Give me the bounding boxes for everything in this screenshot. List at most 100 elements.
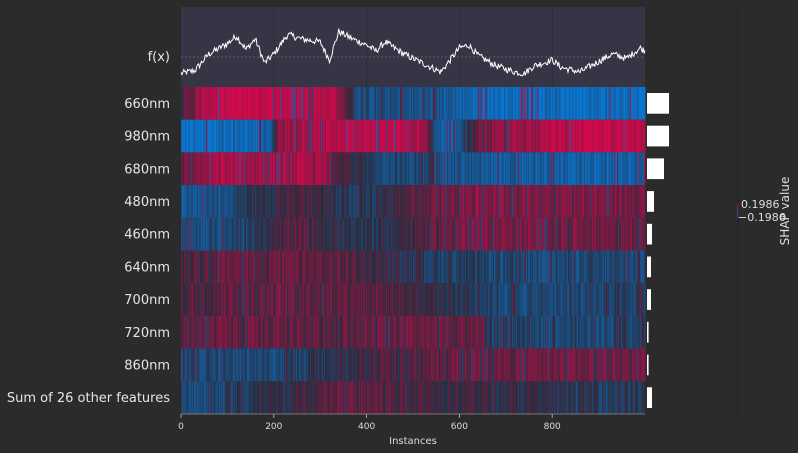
- heat-cell: [529, 185, 532, 218]
- heat-cell: [190, 315, 192, 349]
- heat-cell: [191, 185, 193, 218]
- heat-cell: [557, 283, 560, 316]
- heat-cell: [387, 283, 389, 316]
- heat-cell: [541, 217, 543, 251]
- heat-cell: [245, 152, 248, 186]
- heat-cell: [354, 250, 356, 284]
- heat-cell: [267, 185, 269, 218]
- heat-cell: [592, 119, 594, 153]
- heat-cell: [383, 315, 385, 349]
- heat-cell: [311, 381, 314, 414]
- heat-cell: [394, 381, 396, 414]
- heat-cell: [258, 283, 260, 316]
- heat-cell: [307, 348, 309, 382]
- heat-cell: [241, 87, 243, 120]
- heat-cell: [387, 315, 389, 349]
- heat-cell: [516, 283, 518, 316]
- heat-cell: [391, 152, 393, 186]
- heat-cell: [547, 119, 549, 153]
- heat-cell: [193, 348, 195, 382]
- heat-cell: [496, 185, 498, 218]
- heat-cell: [417, 217, 419, 251]
- heat-cell: [329, 348, 331, 382]
- heat-cell: [490, 185, 493, 218]
- heat-cell: [399, 87, 401, 120]
- heat-cell: [548, 381, 550, 414]
- heat-cell: [382, 217, 384, 251]
- heat-cell: [578, 283, 580, 316]
- heat-cell: [432, 283, 434, 316]
- heat-cell: [451, 315, 454, 349]
- heat-cell: [283, 348, 285, 382]
- heat-cell: [239, 283, 241, 316]
- heat-cell: [239, 119, 241, 153]
- heat-cell: [184, 283, 187, 316]
- heat-cell: [451, 348, 454, 382]
- heat-cell: [376, 315, 379, 349]
- heat-cell: [232, 283, 234, 316]
- heat-cell: [220, 87, 223, 120]
- heat-cell: [372, 381, 374, 414]
- heat-cell: [205, 348, 207, 382]
- heat-cell: [444, 185, 446, 218]
- heat-cell: [537, 217, 539, 251]
- heat-cell: [576, 283, 578, 316]
- heat-cell: [418, 152, 420, 186]
- heat-cell: [271, 348, 273, 382]
- heat-cell: [430, 250, 432, 284]
- heat-cell: [639, 185, 641, 218]
- heat-cell: [342, 152, 344, 186]
- heat-cell: [348, 381, 350, 414]
- heat-cell: [200, 152, 202, 186]
- heat-cell: [564, 315, 566, 349]
- heat-cell: [568, 119, 571, 153]
- heat-cell: [639, 348, 641, 382]
- heat-cell: [575, 119, 577, 153]
- heat-cell: [585, 283, 587, 316]
- heat-cell: [526, 381, 528, 414]
- heat-cell: [438, 315, 441, 349]
- heat-cell: [411, 283, 413, 316]
- heat-cell: [579, 152, 581, 186]
- heat-cell: [325, 381, 328, 414]
- heat-cell: [508, 381, 510, 414]
- heat-cell: [202, 250, 204, 284]
- heat-cell: [599, 217, 601, 251]
- heat-cell: [615, 381, 617, 414]
- heat-cell: [257, 185, 259, 218]
- heat-cell: [313, 87, 316, 120]
- heat-cell: [346, 283, 348, 316]
- heat-cell: [402, 217, 405, 251]
- heat-cell: [506, 250, 509, 284]
- heat-cell: [535, 185, 537, 218]
- heat-cell: [307, 152, 309, 186]
- heat-cell: [236, 217, 239, 251]
- heat-cell: [441, 87, 444, 120]
- heat-cell: [193, 315, 195, 349]
- heat-cell: [194, 119, 197, 153]
- heat-cell: [591, 152, 593, 186]
- heat-cell: [520, 315, 522, 349]
- heat-cell: [559, 283, 561, 316]
- heat-cell: [345, 348, 347, 382]
- heat-cell: [313, 119, 316, 153]
- heat-cell: [611, 87, 613, 120]
- heat-cell: [311, 152, 314, 186]
- heat-cell: [238, 381, 240, 414]
- heat-cell: [525, 283, 527, 316]
- heat-cell: [410, 283, 412, 316]
- heat-cell: [407, 217, 409, 251]
- heat-cell: [365, 152, 367, 186]
- heat-cell: [411, 217, 413, 251]
- heat-cell: [329, 283, 331, 316]
- heat-cell: [576, 217, 578, 251]
- heat-cell: [493, 348, 496, 382]
- heat-cell: [404, 315, 406, 349]
- heat-cell: [196, 381, 199, 414]
- heatmap-row: [181, 381, 646, 414]
- heat-cell: [454, 381, 457, 414]
- heat-cell: [189, 348, 191, 382]
- heat-cell: [464, 348, 467, 382]
- heat-cell: [384, 283, 386, 316]
- heat-cell: [374, 87, 377, 120]
